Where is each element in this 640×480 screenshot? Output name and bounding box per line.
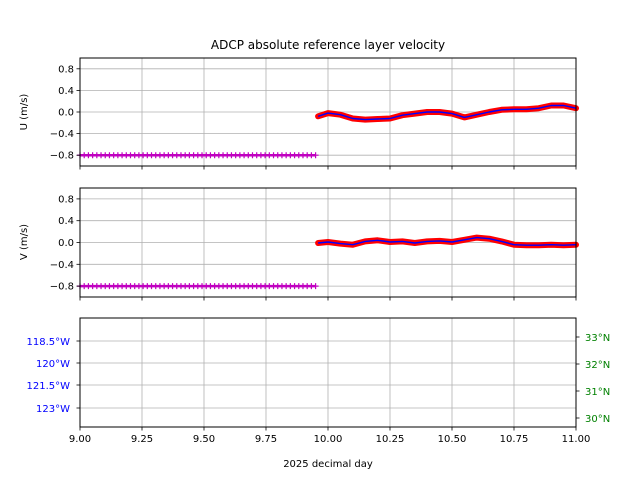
y-tick-label: 0.8 xyxy=(58,64,74,75)
raw-velocity-point xyxy=(315,240,321,246)
x-tick-label: 9.75 xyxy=(255,434,277,445)
y-tick-label: −0.8 xyxy=(50,282,74,293)
x-tick-label: 9.50 xyxy=(193,434,215,445)
y-tick-label: 0.4 xyxy=(58,86,74,97)
y-tick-label: 0.8 xyxy=(58,194,74,205)
y-tick-label: 0.0 xyxy=(58,238,74,249)
lat-tick-label: 32°N xyxy=(585,360,610,371)
u-axis-label: U (m/s) xyxy=(19,94,30,131)
y-tick-label: −0.4 xyxy=(50,129,74,140)
raw-velocity-point xyxy=(315,113,321,119)
lon-tick-label: 120°W xyxy=(36,359,70,370)
lat-tick-label: 31°N xyxy=(585,387,610,398)
x-tick-label: 11.00 xyxy=(562,434,591,445)
x-tick-label: 9.25 xyxy=(131,434,153,445)
chart-title: ADCP absolute reference layer velocity xyxy=(211,38,445,52)
x-axis-label: 2025 decimal day xyxy=(283,459,373,470)
lon-tick-label: 118.5°W xyxy=(26,337,70,348)
v-axis-label: V (m/s) xyxy=(19,224,30,260)
lon-tick-label: 123°W xyxy=(36,404,70,415)
x-tick-label: 10.50 xyxy=(438,434,467,445)
fill-marker xyxy=(312,283,319,290)
position-panel: 118.5°W 120°W 121.5°W 123°W 33°N 32°N 31°N 30°… xyxy=(26,317,610,470)
y-tick-label: 0.4 xyxy=(58,216,74,227)
smoothed-velocity-line xyxy=(317,104,577,121)
smoothed-velocity-line xyxy=(318,236,577,246)
lat-tick-label: 33°N xyxy=(585,333,610,344)
lat-tick-label: 30°N xyxy=(585,414,610,425)
y-tick-label: −0.4 xyxy=(50,260,74,271)
x-tick-label: 10.75 xyxy=(500,434,529,445)
y-tick-label: −0.8 xyxy=(50,151,74,162)
u-velocity-panel: 0.8 0.4 0.0 −0.4 −0.8 U (m/s) xyxy=(19,57,579,170)
y-tick-label: 0.0 xyxy=(58,108,74,119)
fill-marker xyxy=(312,152,319,159)
lon-tick-label: 121.5°W xyxy=(26,381,70,392)
v-velocity-panel: 0.8 0.4 0.0 −0.4 −0.8 V (m/s) xyxy=(19,187,579,301)
x-tick-label: 10.25 xyxy=(376,434,405,445)
x-tick-label: 10.00 xyxy=(314,434,343,445)
x-tick-label: 9.00 xyxy=(69,434,91,445)
